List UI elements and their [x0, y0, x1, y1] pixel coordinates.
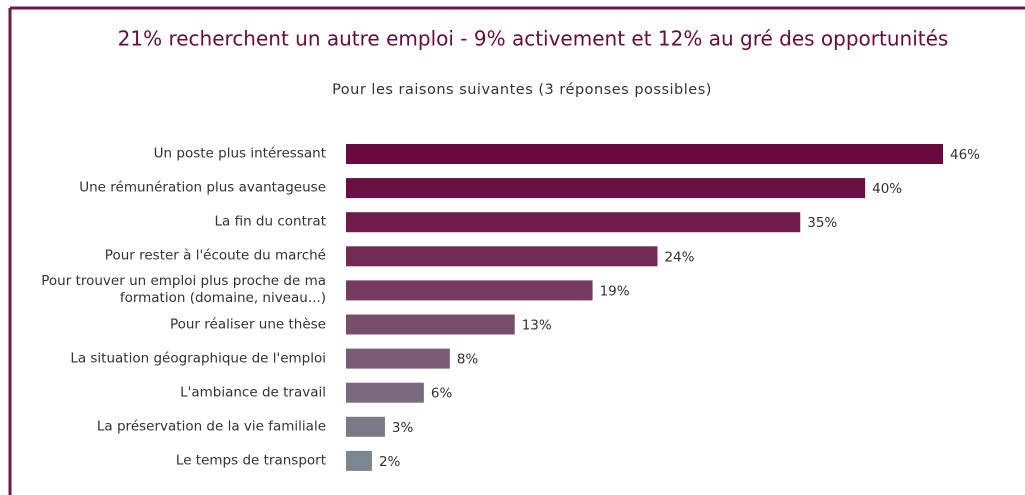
- value-label: 8%: [457, 352, 479, 368]
- value-label: 35%: [807, 215, 837, 231]
- value-label: 6%: [431, 386, 453, 402]
- chart-title: 21% recherchent un autre emploi - 9% act…: [118, 27, 949, 51]
- value-label: 24%: [664, 249, 694, 265]
- category-label: La préservation de la vie familiale: [96, 418, 326, 435]
- bar: [346, 144, 943, 164]
- category-label: L'ambiance de travail: [180, 384, 326, 401]
- bar: [346, 280, 593, 301]
- value-label: 13%: [522, 318, 552, 334]
- bar: [346, 348, 450, 369]
- category-label: La fin du contrat: [214, 213, 326, 230]
- value-label: 40%: [872, 181, 902, 197]
- bar: [346, 382, 424, 403]
- category-label: Pour réaliser une thèse: [169, 316, 326, 332]
- category-label: Pour rester à l'écoute du marché: [104, 247, 326, 264]
- category-label: Le temps de transport: [175, 452, 326, 469]
- category-label: Une rémunération plus avantageuse: [79, 179, 326, 196]
- bar: [346, 416, 385, 437]
- value-label: 46%: [950, 147, 980, 163]
- bar: [346, 212, 801, 233]
- bar: [346, 450, 372, 471]
- value-label: 3%: [392, 420, 414, 436]
- category-label: Pour trouver un emploi plus proche de ma…: [41, 273, 326, 307]
- category-label: Un poste plus intéressant: [153, 145, 326, 162]
- category-label: La situation géographique de l'emploi: [70, 350, 326, 367]
- bar: [346, 178, 866, 199]
- bar: [346, 246, 658, 267]
- value-label: 2%: [379, 454, 401, 470]
- chart-subtitle: Pour les raisons suivantes (3 réponses p…: [332, 82, 712, 98]
- value-label: 19%: [600, 283, 630, 299]
- bar: [346, 314, 515, 335]
